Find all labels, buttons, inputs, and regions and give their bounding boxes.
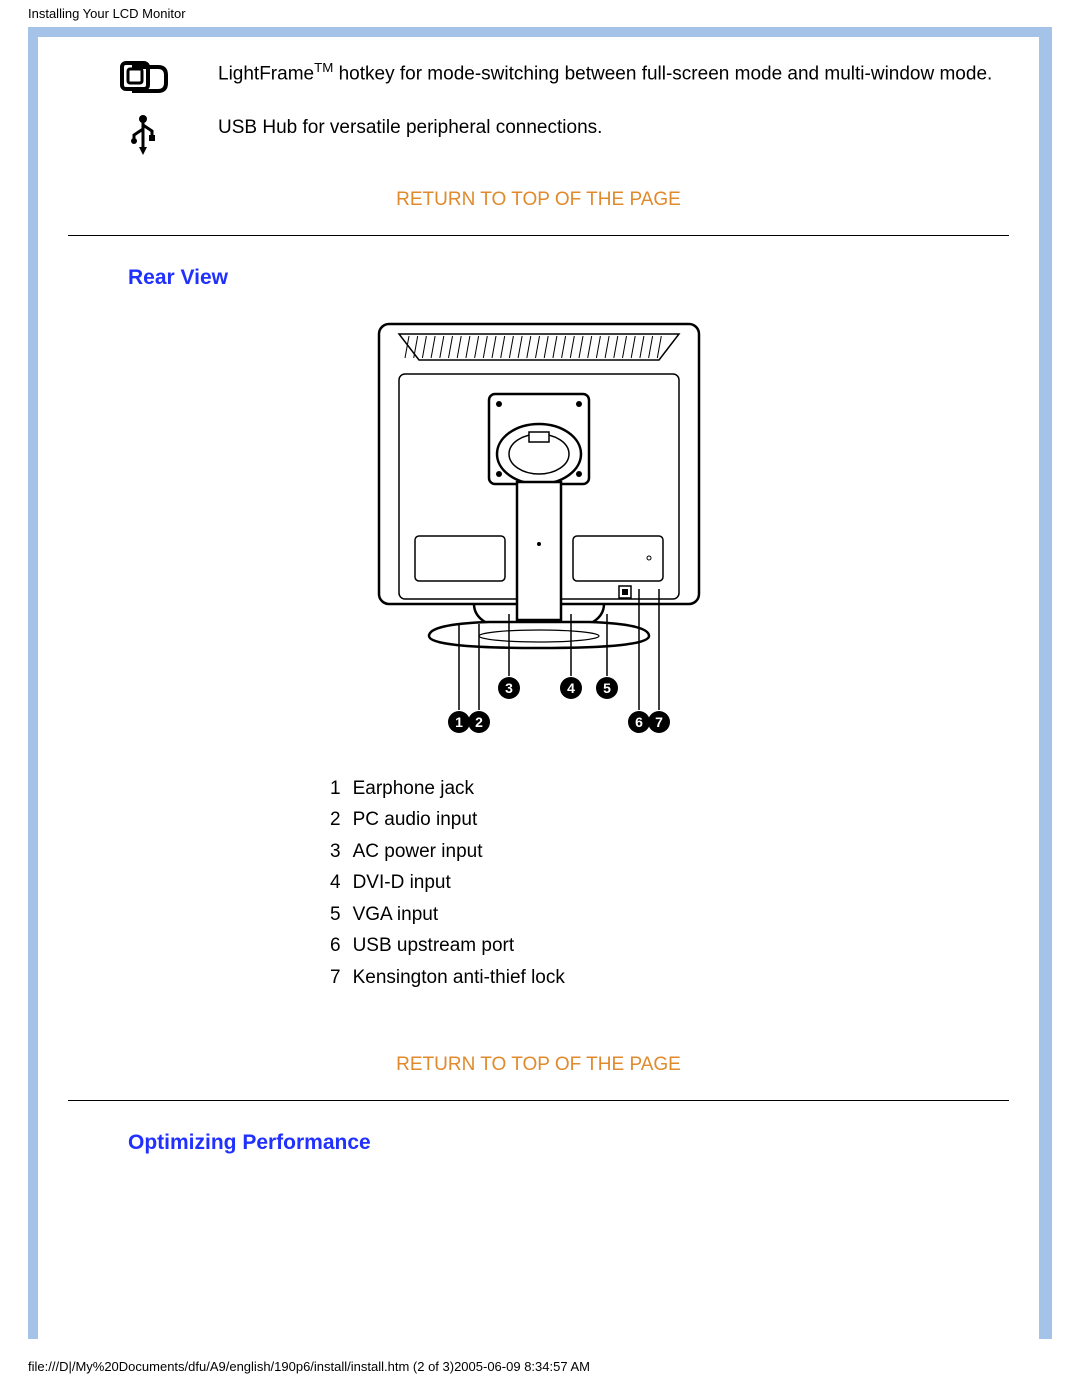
legend-num: 4 bbox=[330, 868, 351, 897]
legend-row: 1Earphone jack bbox=[330, 774, 565, 803]
legend-row: 3AC power input bbox=[330, 837, 565, 866]
divider-1 bbox=[68, 235, 1009, 236]
legend-label: VGA input bbox=[353, 900, 565, 929]
legend-row: 4DVI-D input bbox=[330, 868, 565, 897]
lf-rest: hotkey for mode-switching between full-s… bbox=[333, 63, 992, 84]
lightframe-icon bbox=[68, 57, 218, 97]
page-header: Installing Your LCD Monitor bbox=[0, 0, 1080, 27]
svg-text:2: 2 bbox=[475, 714, 483, 730]
legend-num: 2 bbox=[330, 805, 351, 834]
return-to-top-link-2[interactable]: RETURN TO TOP OF THE PAGE bbox=[68, 1054, 1009, 1076]
feature-row-usb: USB Hub for versatile peripheral connect… bbox=[68, 113, 1009, 157]
legend-row: 6USB upstream port bbox=[330, 931, 565, 960]
return-to-top-link-1[interactable]: RETURN TO TOP OF THE PAGE bbox=[68, 189, 1009, 211]
usb-description: USB Hub for versatile peripheral connect… bbox=[218, 113, 1009, 141]
footer-path: file:///D|/My%20Documents/dfu/A9/english… bbox=[0, 1339, 1080, 1382]
legend-label: DVI-D input bbox=[353, 868, 565, 897]
content-area: LightFrameTM hotkey for mode-switching b… bbox=[38, 37, 1042, 1339]
legend-row: 2PC audio input bbox=[330, 805, 565, 834]
legend-num: 5 bbox=[330, 900, 351, 929]
rear-view-legend: 1Earphone jack2PC audio input3AC power i… bbox=[328, 772, 567, 994]
legend-num: 6 bbox=[330, 931, 351, 960]
rear-view-heading: Rear View bbox=[128, 266, 1009, 290]
frame-outer: LightFrameTM hotkey for mode-switching b… bbox=[28, 27, 1052, 1339]
legend-row: 7Kensington anti-thief lock bbox=[330, 963, 565, 992]
optimizing-heading: Optimizing Performance bbox=[128, 1131, 1009, 1155]
legend-label: AC power input bbox=[353, 837, 565, 866]
svg-text:3: 3 bbox=[505, 680, 513, 696]
legend-label: Kensington anti-thief lock bbox=[353, 963, 565, 992]
usb-icon bbox=[68, 113, 218, 157]
lf-tm: TM bbox=[314, 60, 333, 75]
legend-num: 1 bbox=[330, 774, 351, 803]
svg-text:4: 4 bbox=[567, 680, 575, 696]
svg-text:5: 5 bbox=[603, 680, 611, 696]
lightframe-description: LightFrameTM hotkey for mode-switching b… bbox=[218, 57, 1009, 87]
svg-text:7: 7 bbox=[655, 714, 663, 730]
legend-label: PC audio input bbox=[353, 805, 565, 834]
svg-text:6: 6 bbox=[635, 714, 643, 730]
rear-view-figure: 12 3 4 5 67 bbox=[359, 314, 719, 744]
feature-row-lightframe: LightFrameTM hotkey for mode-switching b… bbox=[68, 57, 1009, 97]
svg-text:1: 1 bbox=[455, 714, 463, 730]
divider-2 bbox=[68, 1100, 1009, 1101]
legend-num: 7 bbox=[330, 963, 351, 992]
lf-prefix: LightFrame bbox=[218, 63, 314, 84]
legend-row: 5VGA input bbox=[330, 900, 565, 929]
legend-label: Earphone jack bbox=[353, 774, 565, 803]
legend-label: USB upstream port bbox=[353, 931, 565, 960]
legend-num: 3 bbox=[330, 837, 351, 866]
